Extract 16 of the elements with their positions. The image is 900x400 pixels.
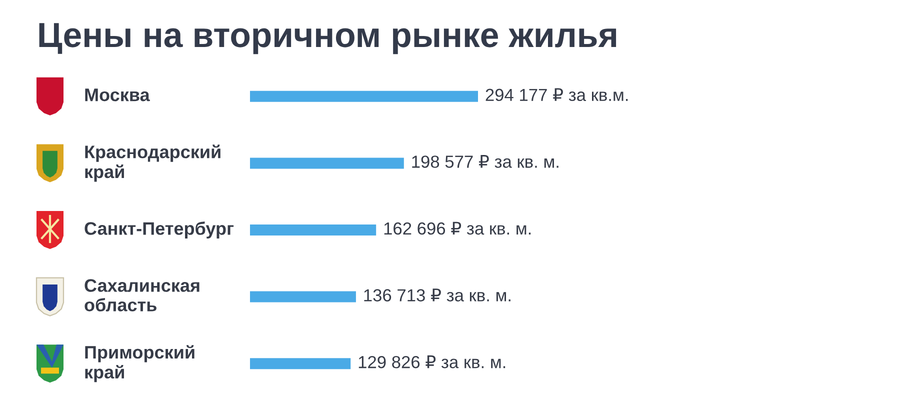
y-tick-label: Приморский край: [85, 345, 194, 382]
data-label: 136 713 ₽ за кв. м.: [364, 288, 510, 302]
data-label: 162 696 ₽ за кв. м.: [384, 222, 531, 235]
y-tick-label: Санкт-Петербург: [84, 222, 234, 238]
data-label: 294 177 ₽ за кв.м.: [486, 88, 628, 102]
bar: [250, 90, 478, 102]
chart-title: Цены на вторичном рынке жилья: [39, 23, 616, 54]
y-tick-label: Сахалинская область: [84, 279, 200, 312]
bar: [250, 358, 351, 370]
bar: [250, 158, 404, 169]
y-tick-label: Москва: [85, 88, 150, 102]
y-tick-label: Краснодарский край: [85, 144, 220, 182]
data-label: 129 826 ₽ за кв. м.: [358, 355, 506, 368]
data-label: 198 577 ₽ за кв. м.: [412, 155, 558, 168]
bar: [250, 291, 356, 302]
bar: [250, 224, 376, 236]
